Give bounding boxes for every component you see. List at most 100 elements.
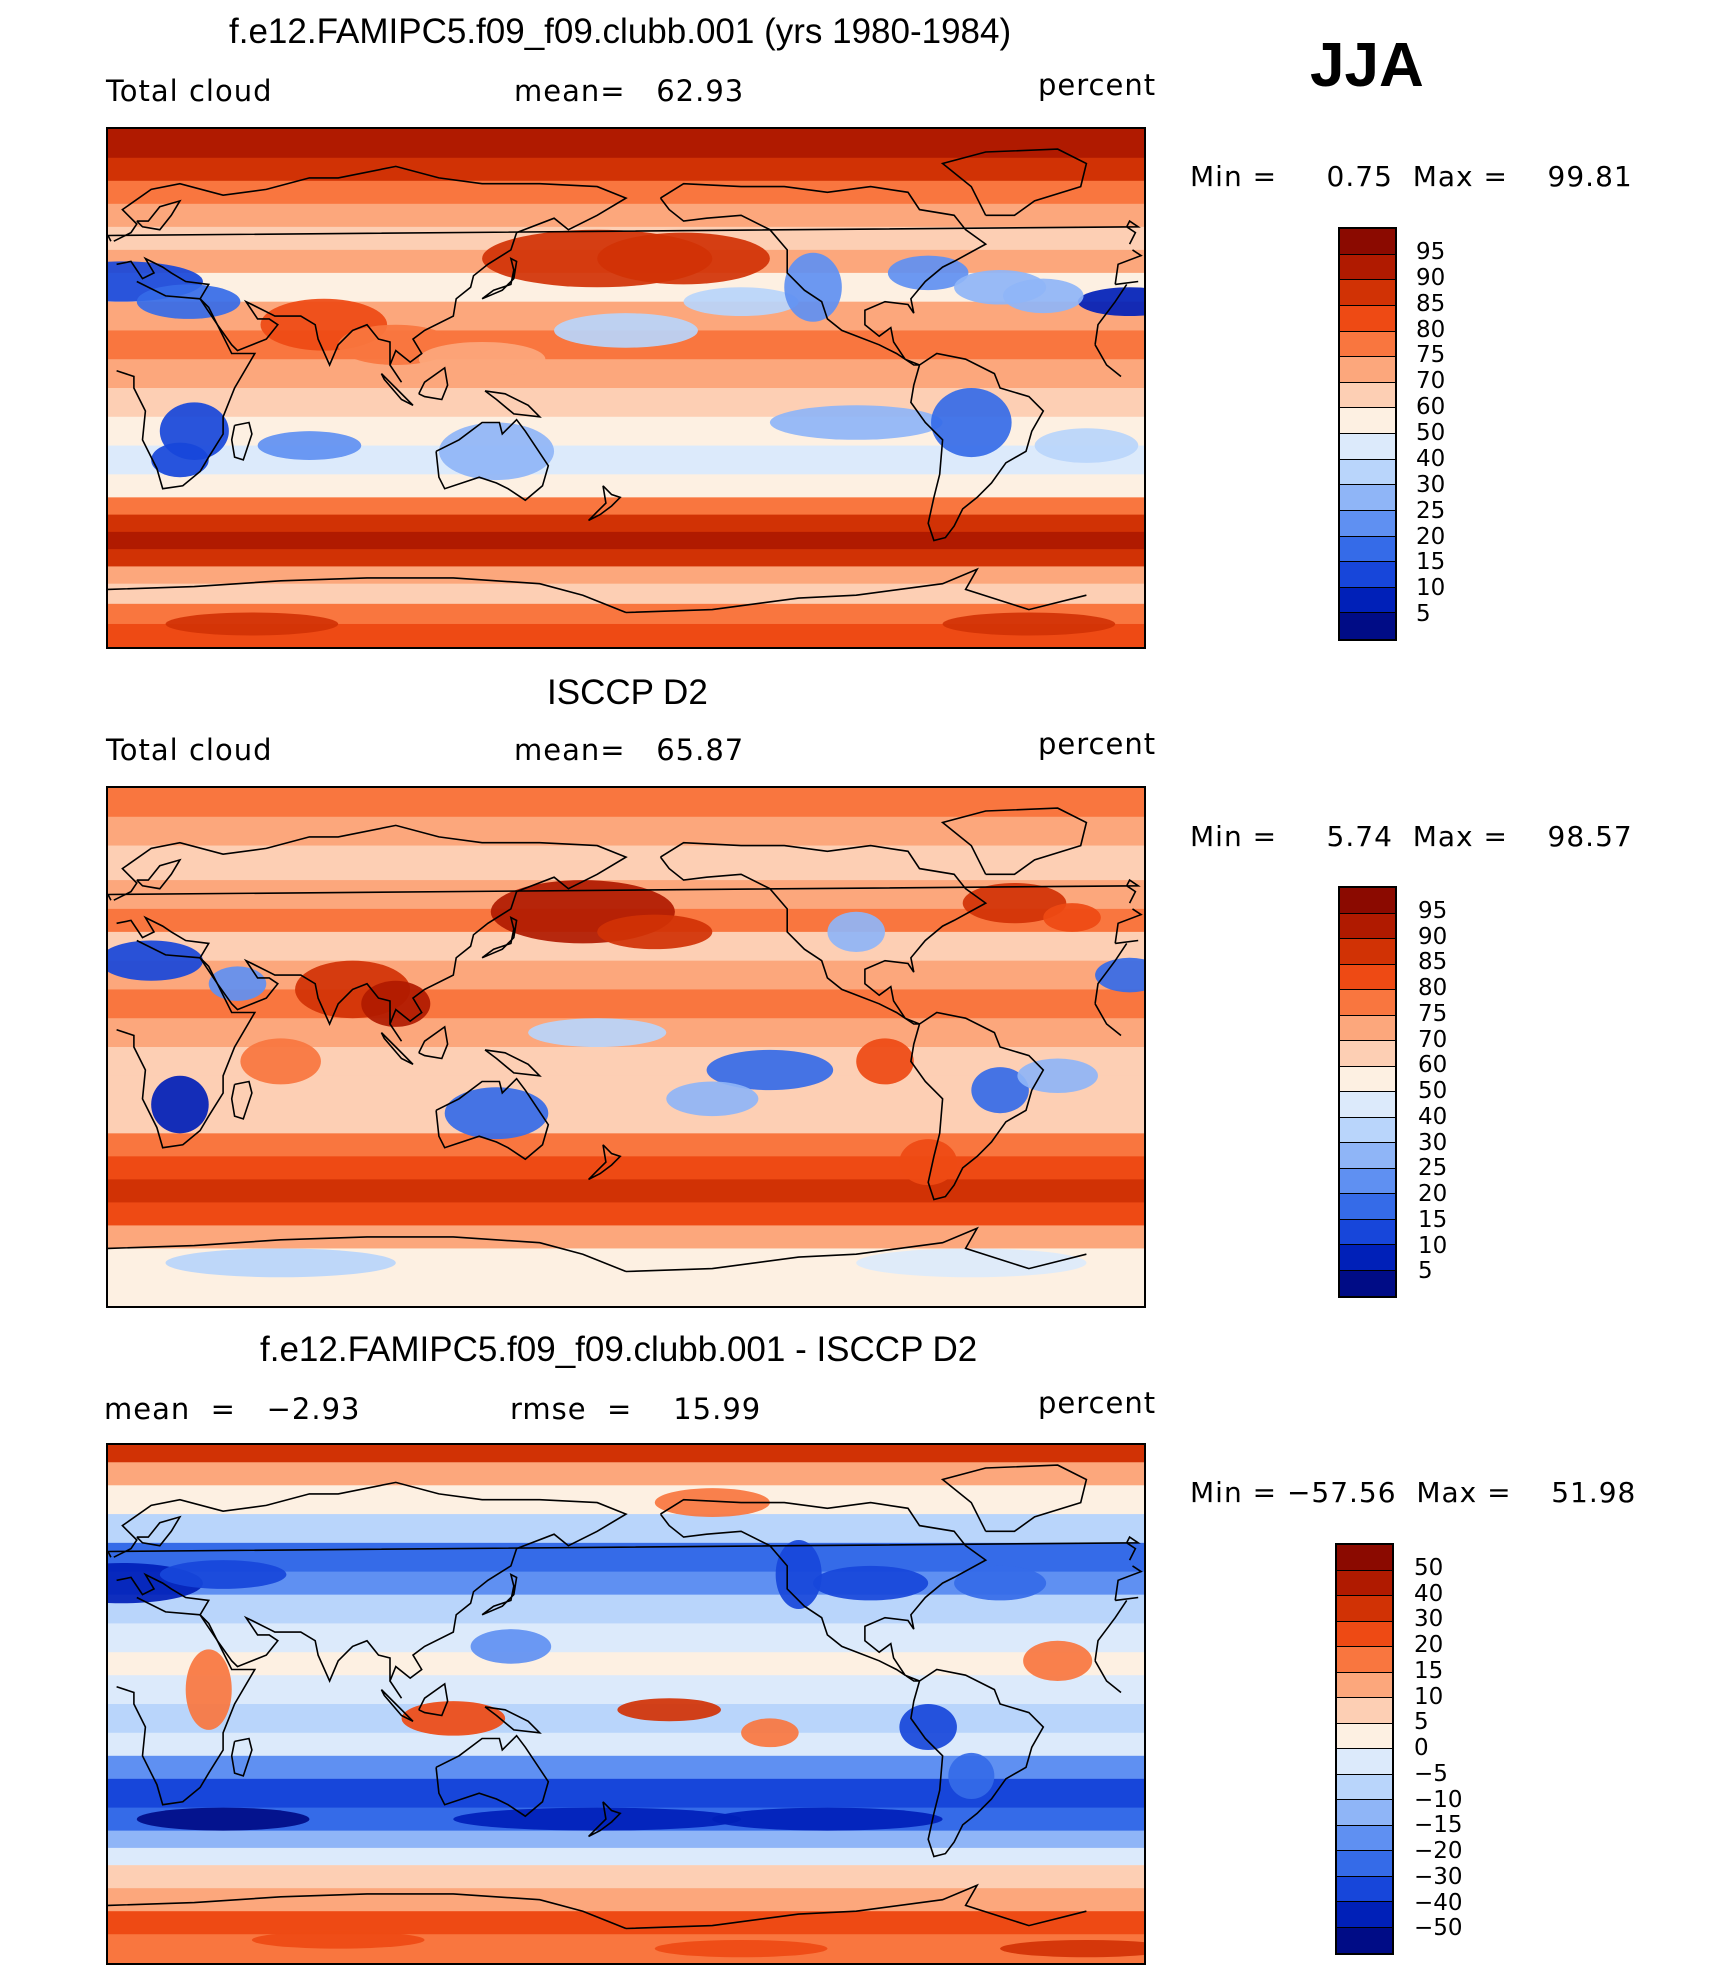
coastline <box>1094 1599 1128 1661</box>
map-field-blob <box>418 341 546 377</box>
panel-1-minmax: Min = 0.75 Max = 99.81 <box>1190 160 1633 193</box>
map-field-blob <box>159 1560 287 1589</box>
colorbar-tick-label: 5 <box>1418 1258 1433 1285</box>
panel-1-map <box>106 127 1146 649</box>
panel-3-title: f.e12.FAMIPC5.f09_f09.clubb.001 - ISCCP … <box>260 1330 978 1369</box>
colorbar-tick-label: 60 <box>1418 1052 1448 1079</box>
map-field-blob <box>108 940 203 981</box>
coastline <box>230 1737 253 1777</box>
map-field-blob <box>165 1248 396 1278</box>
colorbar-swatch <box>1337 1621 1392 1647</box>
coastline <box>136 858 182 890</box>
colorbar-swatch <box>1340 331 1395 358</box>
coastline <box>113 1481 628 1699</box>
colorbar-swatch <box>1337 1774 1392 1800</box>
map-field-blob <box>401 1701 506 1736</box>
colorbar-tick-label: 60 <box>1416 394 1446 421</box>
coastline <box>108 1893 627 1930</box>
colorbar-swatch <box>1337 1545 1392 1571</box>
colorbar-swatch <box>1337 1927 1392 1953</box>
panel-2-map <box>106 786 1146 1308</box>
panel-3-colorbar <box>1335 1543 1394 1955</box>
map-field-blob <box>654 1488 770 1517</box>
map-field-blob <box>856 1248 1087 1278</box>
colorbar-tick-label: 70 <box>1418 1026 1448 1053</box>
colorbar-tick-label: 80 <box>1418 975 1448 1001</box>
coastline <box>1114 908 1143 944</box>
coastline <box>1114 1565 1143 1601</box>
coastline <box>910 352 1045 542</box>
colorbar-tick-label: 25 <box>1416 497 1446 524</box>
coastline <box>380 1689 414 1723</box>
colorbar-swatch <box>1337 1596 1392 1622</box>
panel-1-map-svg <box>108 129 1144 647</box>
coastline <box>910 1011 1045 1201</box>
colorbar-swatch <box>1337 1672 1392 1698</box>
map-band <box>108 623 1144 647</box>
map-field-blob <box>151 442 209 478</box>
colorbar-swatch <box>1340 1194 1395 1220</box>
map-field-blob <box>470 1629 552 1664</box>
panel-1-colorbar-ticks: 95 90 85 80 75 70 60 50 40 30 25 20 15 10 5 <box>1416 227 1476 641</box>
panel-2-colorbar <box>1338 886 1397 1298</box>
colorbar-tick-label: 40 <box>1416 445 1446 472</box>
colorbar-swatch <box>1340 1270 1395 1296</box>
colorbar-swatch <box>1340 510 1395 537</box>
coastline <box>910 1668 1045 1858</box>
colorbar-tick-label: −30 <box>1414 1863 1463 1890</box>
coastline <box>659 1498 988 1682</box>
colorbar-tick-label: 95 <box>1416 238 1446 265</box>
map-field-blob <box>453 1807 742 1831</box>
coastline <box>108 878 1141 904</box>
colorbar-tick-label: 15 <box>1414 1657 1444 1684</box>
colorbar-swatch <box>1340 357 1395 383</box>
coastline <box>484 1049 542 1077</box>
panel-1-units-label: percent <box>1038 68 1157 102</box>
map-band <box>108 1179 1144 1204</box>
colorbar-swatch <box>1340 536 1395 563</box>
coastline <box>108 219 1141 245</box>
colorbar-tick-label: 85 <box>1418 949 1448 976</box>
panel-3-units-label: percent <box>1038 1386 1157 1420</box>
colorbar-tick-label: −50 <box>1414 1915 1463 1942</box>
colorbar-tick-label: 50 <box>1414 1554 1444 1581</box>
coastline <box>1094 344 1122 378</box>
colorbar-tick-label: 75 <box>1416 342 1446 369</box>
map-band <box>108 203 1144 228</box>
panel-3-colorbar-ticks: 50 40 30 20 15 10 5 0 −5 −10 −15 −20 −30 −40 −50 <box>1414 1543 1484 1955</box>
map-band <box>108 989 1144 1020</box>
coastline <box>1094 942 1128 1004</box>
map-band <box>108 514 1144 533</box>
map-field-blob <box>784 252 842 322</box>
map-band <box>108 359 1144 389</box>
colorbar-tick-label: 90 <box>1418 923 1448 950</box>
map-field-blob <box>712 1807 943 1831</box>
colorbar-swatch <box>1340 1143 1395 1169</box>
coastline <box>484 1706 542 1734</box>
season-label: JJA <box>1310 31 1424 100</box>
map-band <box>108 129 1144 159</box>
map-band <box>108 1104 1144 1135</box>
colorbar-swatch <box>1340 990 1395 1016</box>
map-band <box>108 1462 1144 1487</box>
colorbar-swatch <box>1337 1749 1392 1775</box>
coastline <box>418 1025 449 1060</box>
colorbar-tick-label: 40 <box>1414 1580 1444 1607</box>
map-field-blob <box>813 1565 929 1601</box>
colorbar-swatch <box>1337 1723 1392 1749</box>
colorbar-swatch <box>1337 1570 1392 1596</box>
coastline <box>1115 1596 1139 1602</box>
colorbar-tick-label: 75 <box>1418 1000 1448 1027</box>
colorbar-tick-label: 10 <box>1414 1683 1444 1710</box>
map-field-blob <box>741 1718 799 1748</box>
colorbar-swatch <box>1340 1041 1395 1067</box>
map-field-anomalies <box>108 229 1144 636</box>
colorbar-swatch <box>1340 485 1395 511</box>
panel-1-title: f.e12.FAMIPC5.f09_f09.clubb.001 (yrs 198… <box>229 12 1012 51</box>
colorbar-swatch <box>1337 1851 1392 1877</box>
colorbar-swatch <box>1340 1245 1395 1271</box>
coastlines <box>108 1464 1143 1930</box>
map-field-blob <box>666 1081 759 1117</box>
colorbar-tick-label: 95 <box>1418 897 1448 924</box>
map-band <box>108 1202 1144 1227</box>
